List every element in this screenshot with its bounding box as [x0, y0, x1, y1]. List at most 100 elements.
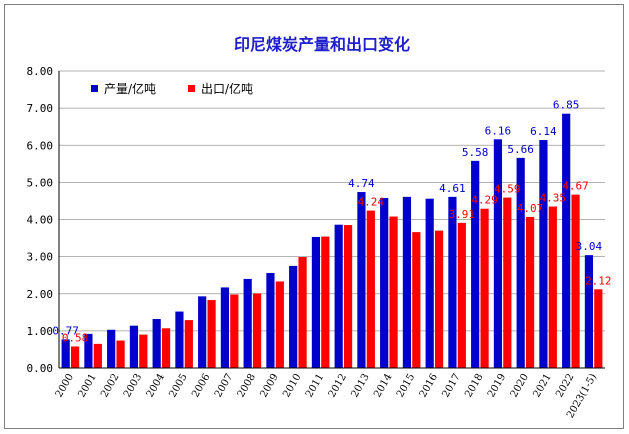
bar-output — [61, 339, 70, 368]
data-label-export: 4.59 — [494, 183, 521, 196]
bar-output — [584, 255, 594, 368]
legend-label-export: 出口/亿吨 — [201, 81, 253, 96]
bar-export — [548, 206, 557, 368]
data-label-output: 5.66 — [507, 143, 534, 156]
legend-label-output: 产量/亿吨 — [104, 81, 156, 96]
bar-export — [343, 225, 353, 368]
x-tick-label: 2006 — [190, 372, 212, 400]
x-tick-label: 2022 — [554, 372, 576, 400]
x-tick-label: 2017 — [440, 372, 462, 400]
bar-export — [594, 289, 603, 368]
data-label-output: 6.85 — [553, 99, 580, 112]
data-label-export: 4.24 — [358, 196, 385, 209]
data-label-export: 4.07 — [517, 202, 544, 215]
data-label-export: 4.35 — [540, 192, 567, 205]
y-tick-label: 3.00 — [27, 251, 54, 264]
axes — [58, 71, 605, 369]
bar-export — [161, 328, 171, 368]
data-label-export: 2.12 — [585, 274, 612, 287]
chart-title: 印尼煤炭产量和出口变化 — [234, 35, 410, 54]
y-tick-label: 0.00 — [27, 362, 54, 375]
bar-export — [275, 281, 284, 368]
y-tick-label: 4.00 — [27, 214, 54, 227]
bar-chart: 印尼煤炭产量和出口变化 0.00 1.00 2.00 3.00 4.00 5.00 6.00… — [27, 35, 612, 420]
data-label-output: 6.16 — [485, 124, 512, 137]
bar-export — [366, 210, 375, 368]
bar-export — [321, 236, 330, 368]
bar-output — [311, 236, 321, 368]
bar-output — [129, 325, 139, 368]
bar-output — [289, 265, 298, 368]
x-tick-label: 2005 — [167, 372, 189, 400]
bar-output — [402, 196, 412, 368]
bar-export — [389, 216, 398, 368]
bar-output — [516, 157, 525, 368]
bar-output — [493, 139, 503, 368]
x-tick-label: 2013 — [349, 372, 371, 400]
data-label-export: 3.91 — [449, 208, 476, 221]
bar-export — [571, 194, 580, 368]
bar-export — [457, 222, 466, 368]
bars — [61, 113, 603, 368]
y-tick-label: 1.00 — [27, 325, 54, 338]
data-label-output: 4.61 — [439, 182, 466, 195]
bar-export — [480, 208, 489, 368]
x-tick-label: 2003 — [122, 372, 144, 400]
bar-export — [184, 320, 193, 368]
bar-output — [357, 192, 366, 368]
bar-output — [198, 296, 207, 368]
y-tick-label: 8.00 — [27, 65, 54, 78]
bar-output — [220, 287, 230, 368]
x-tick-label: 2018 — [463, 372, 485, 400]
x-tick-label: 2019 — [486, 372, 508, 400]
y-tick-label: 7.00 — [27, 102, 54, 115]
bar-export — [207, 300, 216, 368]
bar-output — [152, 318, 161, 368]
bar-output — [425, 198, 434, 368]
bar-export — [93, 343, 102, 368]
data-label-export: 4.29 — [471, 194, 498, 207]
data-label-output: 3.04 — [576, 240, 603, 253]
x-tick-label: 2010 — [281, 372, 303, 400]
bar-output — [175, 311, 184, 368]
legend: 产量/亿吨 出口/亿吨 — [91, 81, 253, 96]
x-tick-label: 2012 — [327, 372, 349, 400]
legend-swatch-output — [91, 85, 98, 92]
x-tick-label: 2000 — [54, 372, 76, 400]
bar-export — [434, 230, 444, 368]
bar-export — [525, 216, 535, 368]
x-tick-label: 2021 — [531, 372, 553, 400]
x-tick-label: 2015 — [395, 372, 417, 400]
data-label-output: 5.58 — [462, 146, 489, 159]
y-tick-label: 5.00 — [27, 176, 54, 189]
bar-export — [70, 346, 80, 368]
bar-export — [503, 197, 512, 368]
bar-output — [243, 278, 252, 368]
x-axis-ticks: 2000 2001 2002 2003 2004 2005 2006 2007 2008 2009… — [54, 372, 600, 420]
x-tick-label: 2002 — [99, 372, 121, 400]
bar-export — [139, 334, 148, 368]
bar-output — [562, 113, 571, 368]
chart-frame: 印尼煤炭产量和出口变化 0.00 1.00 2.00 3.00 4.00 5.00 6.00… — [4, 4, 624, 429]
bar-export — [116, 340, 125, 368]
x-tick-label: 2009 — [258, 372, 280, 400]
bar-export — [412, 232, 421, 368]
x-tick-label: 2011 — [304, 372, 326, 400]
bar-output — [107, 329, 116, 368]
bar-output — [539, 140, 548, 368]
bar-output — [266, 272, 275, 368]
x-tick-label: 2008 — [236, 372, 258, 400]
x-tick-label: 2004 — [145, 372, 167, 400]
data-labels: 0.770.584.744.244.613.915.584.296.164.59… — [52, 99, 611, 345]
bar-output — [471, 160, 480, 368]
data-label-export: 0.58 — [62, 331, 89, 344]
bar-export — [230, 294, 239, 368]
x-tick-label: 2014 — [372, 372, 394, 400]
data-label-output: 6.14 — [530, 125, 557, 138]
y-tick-label: 2.00 — [27, 288, 54, 301]
x-tick-label: 2020 — [509, 372, 531, 400]
bar-output — [334, 224, 343, 368]
bar-output — [380, 197, 389, 368]
data-label-output: 4.74 — [348, 177, 375, 190]
bar-output — [448, 196, 457, 368]
